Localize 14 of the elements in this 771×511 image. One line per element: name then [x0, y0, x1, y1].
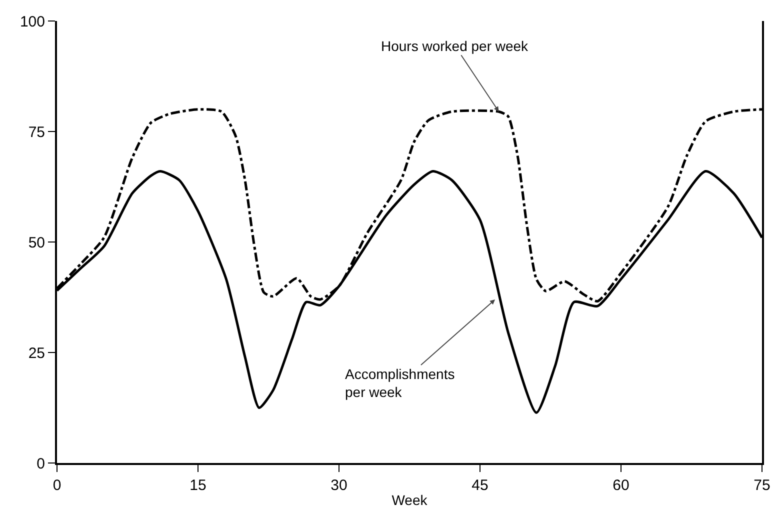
x-tick-label: 0 [52, 477, 62, 494]
x-tick-label: 60 [612, 477, 630, 494]
x-axis-title: Week [392, 492, 428, 508]
y-tick-label: 25 [28, 344, 45, 362]
y-tick-label: 75 [28, 124, 45, 141]
annotation: Accomplishments per week [345, 366, 455, 400]
y-tick-label: 0 [36, 455, 45, 472]
y-tick-label: 50 [28, 234, 45, 252]
x-tick-label: 75 [754, 477, 770, 494]
y-tick-label: 100 [20, 13, 45, 30]
x-tick-label: 45 [472, 477, 488, 494]
x-tick-label: 30 [330, 477, 348, 494]
annotation: Hours worked per week [381, 38, 530, 54]
x-tick-label: 15 [190, 477, 206, 494]
